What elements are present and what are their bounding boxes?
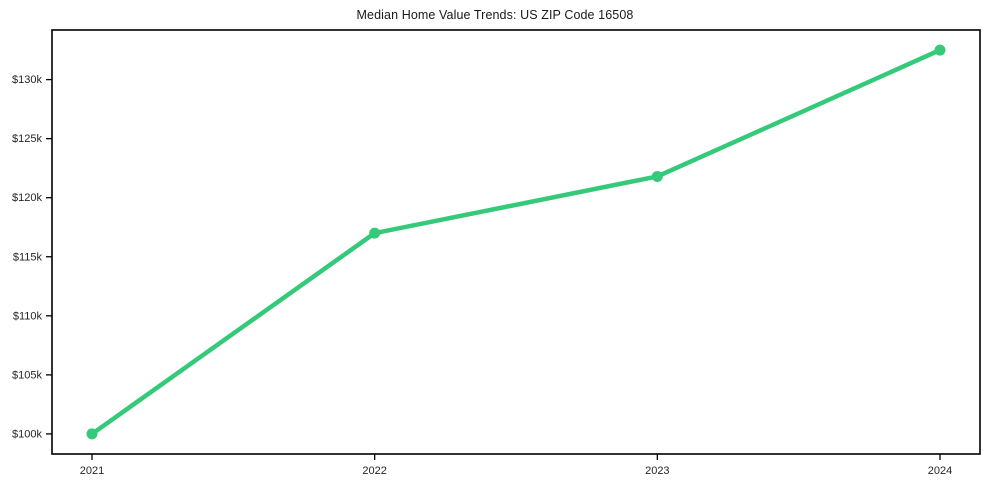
x-tick-label: 2021 (80, 465, 104, 477)
data-point-2022 (369, 227, 381, 239)
chart-title: Median Home Value Trends: US ZIP Code 16… (356, 8, 634, 22)
x-tick-label: 2023 (645, 465, 669, 477)
x-tick-label: 2022 (362, 465, 386, 477)
x-tick-label: 2024 (928, 465, 952, 477)
y-tick-label: $110k (13, 310, 43, 322)
data-point-2021 (86, 428, 98, 440)
y-tick-label: $100k (12, 428, 42, 440)
trend-line (89, 47, 943, 437)
data-point-2023 (651, 170, 663, 182)
y-tick-label: $115k (13, 251, 43, 263)
y-tick-label: $105k (12, 369, 42, 381)
y-tick-label: $130k (12, 74, 42, 86)
y-tick-label: $125k (12, 133, 42, 145)
y-tick-label: $120k (12, 192, 42, 204)
plot-border (51, 29, 981, 455)
data-point-2024 (934, 44, 946, 56)
